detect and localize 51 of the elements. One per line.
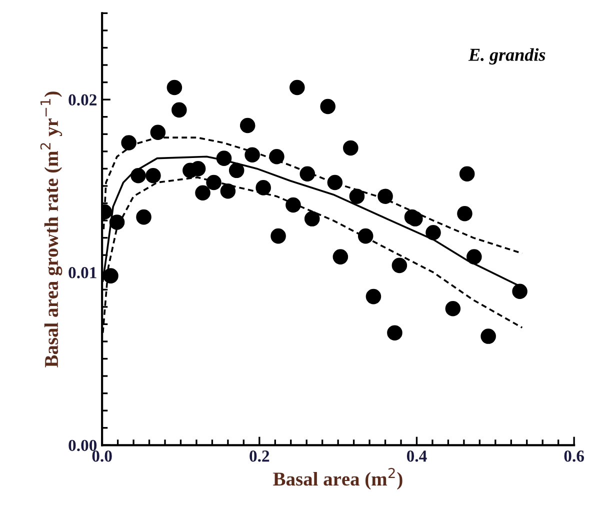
point <box>304 211 320 226</box>
annotation: E. grandis <box>468 48 546 65</box>
point <box>136 209 152 225</box>
point <box>378 188 393 204</box>
point <box>130 168 146 184</box>
y-tick-label: 0.01 <box>68 267 96 278</box>
point <box>408 211 423 226</box>
x-tick-label: 0.0 <box>92 450 112 462</box>
point <box>195 185 210 201</box>
point <box>150 124 166 140</box>
y-tick-label: 0.00 <box>68 440 97 452</box>
point <box>228 162 244 178</box>
point <box>103 268 118 284</box>
point <box>426 224 441 240</box>
point <box>240 118 256 134</box>
point <box>457 206 472 222</box>
point <box>512 284 528 300</box>
point <box>269 148 284 164</box>
x-tick-label: 0.6 <box>564 450 584 462</box>
y-axis-title: Basal area growth rate (m$^{2}$ yr$^{−1}$) <box>40 92 62 368</box>
point <box>327 174 343 190</box>
point <box>466 249 482 264</box>
x-tick-label: 0.2 <box>250 450 270 462</box>
point <box>387 325 402 340</box>
y-tick-label: 0.02 <box>68 94 96 106</box>
point <box>366 288 382 304</box>
point <box>358 228 374 244</box>
point <box>172 102 187 118</box>
point <box>286 197 301 213</box>
point <box>343 140 358 156</box>
point <box>349 188 365 204</box>
point <box>300 166 316 182</box>
point <box>244 147 260 163</box>
point <box>320 98 336 114</box>
point <box>216 150 232 166</box>
point <box>480 328 496 344</box>
point <box>146 168 161 184</box>
x-tick-label: 0.4 <box>406 450 427 462</box>
point <box>445 301 461 316</box>
point <box>392 258 408 274</box>
point <box>206 174 222 190</box>
point <box>256 180 271 196</box>
x-axis-title: Basal area (m$^{2}$) <box>273 468 402 490</box>
point <box>166 80 182 96</box>
point <box>459 166 475 182</box>
point <box>270 228 286 244</box>
point <box>332 249 348 264</box>
point <box>121 135 136 150</box>
point <box>220 184 236 199</box>
point <box>109 214 125 230</box>
point <box>290 80 305 96</box>
